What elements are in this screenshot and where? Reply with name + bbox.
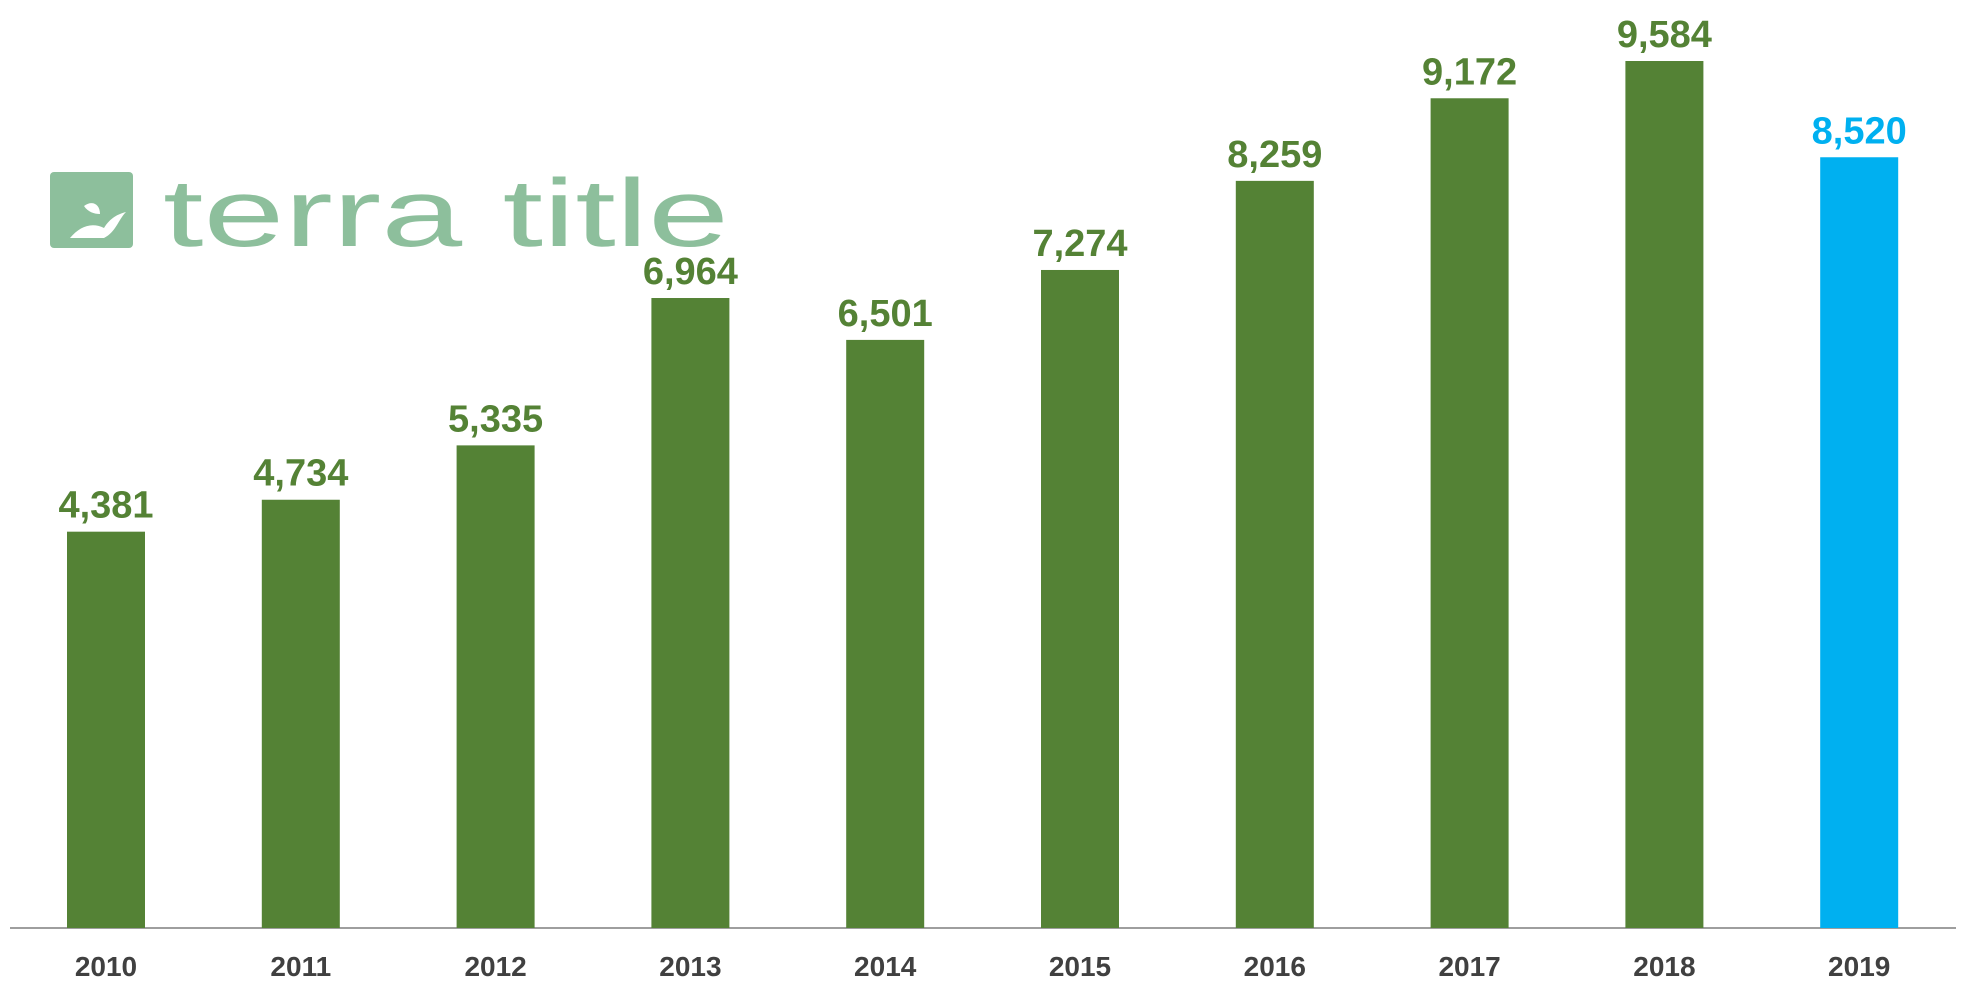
x-tick-label: 2018	[1633, 951, 1695, 982]
x-tick-label: 2017	[1438, 951, 1500, 982]
data-label: 4,734	[253, 453, 348, 495]
data-label: 6,501	[838, 293, 933, 335]
logo: terra title	[50, 160, 729, 267]
data-label: 6,964	[643, 251, 738, 293]
bar	[67, 531, 145, 928]
data-label: 9,584	[1617, 14, 1712, 56]
x-tick-label: 2015	[1049, 951, 1111, 982]
data-label: 9,172	[1422, 51, 1517, 93]
x-tick-label: 2013	[659, 951, 721, 982]
bar	[1625, 61, 1704, 928]
data-label: 4,381	[58, 485, 153, 527]
x-tick-label: 2014	[854, 951, 917, 982]
data-label: 8,259	[1227, 134, 1322, 176]
logo-leaf	[70, 203, 126, 238]
bar	[261, 499, 340, 928]
bar	[456, 445, 535, 928]
x-tick-label: 2016	[1244, 951, 1306, 982]
x-tick-label: 2012	[464, 951, 526, 982]
x-tick-label: 2019	[1828, 951, 1890, 982]
bar	[1235, 180, 1314, 928]
x-tick-label: 2011	[270, 951, 331, 982]
bar	[1430, 98, 1509, 928]
data-label: 8,520	[1812, 110, 1907, 152]
logo-text: terra title	[163, 160, 729, 267]
data-label: 7,274	[1032, 223, 1127, 265]
x-tick-label: 2010	[75, 951, 137, 982]
bar	[846, 339, 925, 928]
bar	[651, 298, 730, 928]
data-label: 5,335	[448, 398, 543, 440]
bar	[1820, 157, 1899, 928]
bar	[1041, 269, 1119, 928]
